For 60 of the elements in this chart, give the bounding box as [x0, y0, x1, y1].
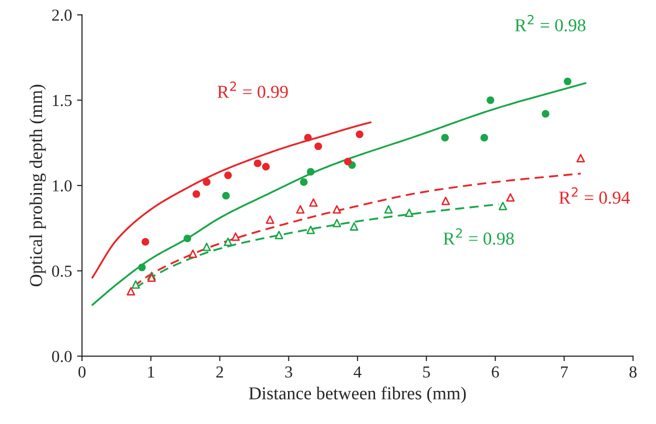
point: [222, 192, 230, 200]
annotation: R$^{2}$ = 0.99: [218, 81, 288, 98]
point: [332, 205, 342, 214]
point: [296, 205, 305, 214]
y-tick-label: 1.0: [52, 180, 72, 192]
point: [300, 178, 308, 186]
point: [480, 134, 488, 142]
point: [344, 158, 352, 166]
point: [138, 264, 146, 272]
point: [506, 193, 515, 202]
point: [126, 287, 136, 296]
annotation: R$^{2}$ = 0.94: [559, 187, 630, 204]
point: [184, 234, 192, 242]
point: [202, 178, 210, 186]
y-tick-label: 2.0: [52, 10, 72, 21]
y-tick-label: 1.5: [52, 94, 72, 106]
annotation: R$^{2}$ = 0.98: [515, 14, 586, 32]
point: [356, 130, 364, 138]
point: [192, 190, 200, 198]
point: [314, 142, 322, 150]
point: [254, 160, 262, 168]
annotation: R$^{2}$ = 0.98: [443, 228, 514, 245]
x-tick-label: 2: [216, 366, 224, 378]
y-tick-label: 0.0: [52, 350, 72, 362]
x-tick-label: 8: [630, 366, 637, 378]
point: [266, 215, 274, 224]
point: [231, 232, 240, 241]
point: [384, 205, 393, 214]
x-tick-label: 1: [148, 366, 154, 378]
point: [404, 208, 414, 218]
point: [332, 218, 342, 228]
y-tick-label: 0.5: [52, 266, 72, 277]
point: [202, 242, 211, 252]
x-tick-label: 4: [354, 366, 362, 378]
point: [306, 226, 315, 234]
point: [498, 202, 508, 210]
point: [564, 78, 572, 86]
point: [306, 168, 314, 176]
point: [309, 198, 318, 207]
point: [274, 230, 284, 240]
point: [224, 238, 232, 246]
point: [304, 134, 312, 142]
point: [188, 250, 198, 258]
x-tick-label: 7: [561, 366, 568, 378]
x-tick-label: 5: [423, 366, 430, 378]
x-axis-title: Distance between fibres (mm): [248, 386, 466, 404]
point: [542, 110, 550, 118]
point: [441, 196, 450, 206]
point: [441, 134, 449, 142]
point: [262, 162, 270, 171]
x-tick-label: 0: [78, 366, 86, 378]
point: [224, 171, 232, 180]
point: [142, 238, 150, 246]
y-axis-title: Optical probing depth (mm): [29, 84, 46, 286]
point: [576, 154, 585, 162]
x-tick-label: 6: [492, 366, 499, 378]
point: [486, 96, 494, 104]
point: [131, 280, 140, 289]
point: [350, 222, 358, 231]
x-tick-label: 3: [285, 366, 292, 378]
